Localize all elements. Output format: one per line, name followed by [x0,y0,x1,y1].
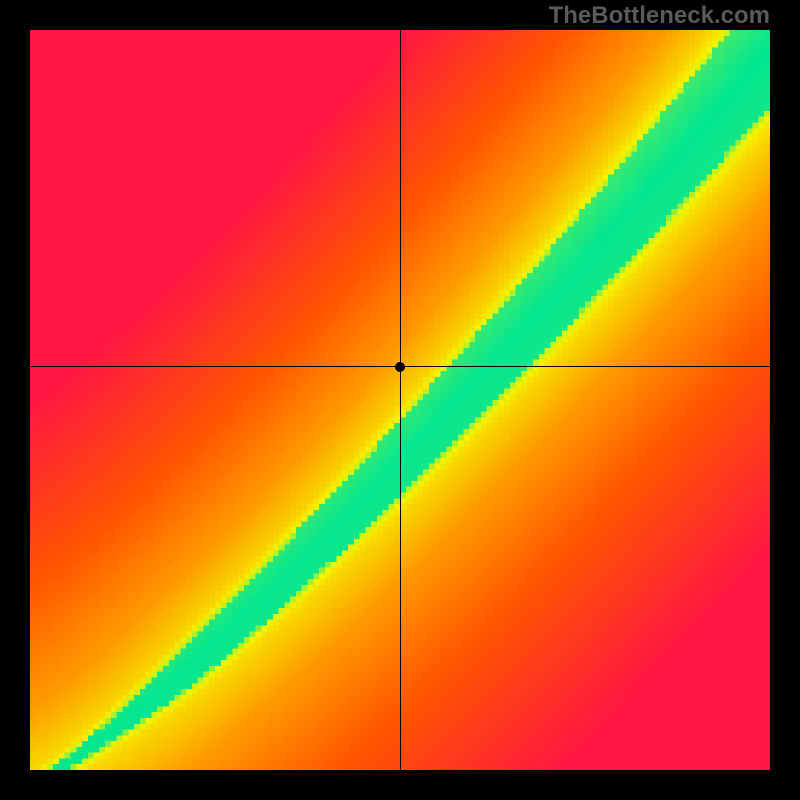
crosshair-vertical [400,30,401,770]
plot-area [30,30,770,770]
crosshair-marker [395,362,405,372]
chart-container: TheBottleneck.com [0,0,800,800]
watermark-text: TheBottleneck.com [549,2,770,30]
